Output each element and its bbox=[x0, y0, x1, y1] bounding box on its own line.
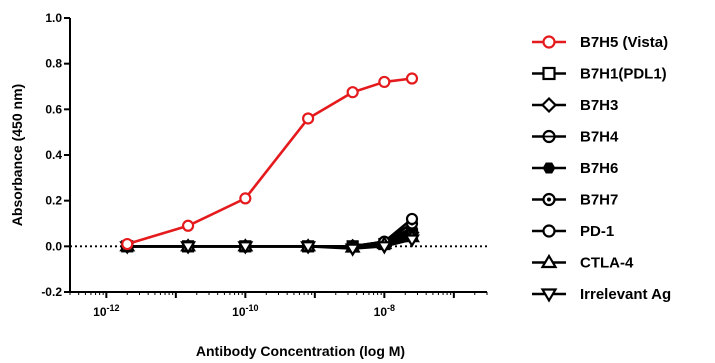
legend-label: B7H1(PDL1) bbox=[580, 66, 667, 83]
y-tick-label: -0.2 bbox=[41, 285, 62, 299]
y-tick-label: 0.2 bbox=[45, 194, 62, 208]
y-axis-label: Absorbance (450 nm) bbox=[9, 84, 25, 226]
y-tick-label: 0.0 bbox=[45, 239, 62, 253]
series bbox=[119, 72, 420, 257]
data-point bbox=[405, 72, 419, 85]
data-point bbox=[237, 241, 254, 255]
series-2 bbox=[119, 225, 420, 254]
legend-label: B7H3 bbox=[580, 97, 618, 114]
legend-label: Irrelevant Ag bbox=[580, 286, 671, 303]
data-point bbox=[405, 212, 419, 226]
data-point bbox=[180, 241, 197, 255]
data-point bbox=[378, 75, 391, 89]
x-ticks: 10-12 10-10 10-8 bbox=[69, 292, 488, 319]
legend-marker bbox=[542, 224, 556, 238]
data-point bbox=[404, 234, 420, 248]
data-point bbox=[344, 243, 361, 257]
legend-label: B7H7 bbox=[580, 192, 618, 209]
data-point bbox=[239, 192, 252, 205]
legend-item: PD-1 bbox=[532, 223, 614, 240]
series-7 bbox=[119, 229, 420, 253]
y-tick-label: 0.8 bbox=[45, 57, 62, 71]
series-line bbox=[126, 77, 413, 246]
legend-label: B7H6 bbox=[580, 160, 618, 177]
legend-label: PD-1 bbox=[580, 223, 614, 240]
data-point bbox=[376, 241, 393, 255]
y-ticks: -0.2 0.0 0.2 0.4 0.6 0.8 1.0 bbox=[41, 11, 70, 299]
x-tick-label: 10-10 bbox=[232, 303, 258, 319]
legend-label: B7H5 (Vista) bbox=[580, 34, 668, 51]
data-point bbox=[346, 86, 359, 99]
data-point bbox=[302, 112, 315, 125]
legend-item: B7H4 bbox=[532, 129, 619, 146]
legend-marker bbox=[542, 162, 556, 174]
data-point bbox=[181, 219, 195, 232]
legend-marker bbox=[540, 253, 558, 269]
legend-label: B7H4 bbox=[580, 129, 619, 146]
x-tick-label: 10-12 bbox=[93, 303, 119, 319]
data-point bbox=[300, 241, 317, 255]
legend-item: B7H6 bbox=[532, 160, 618, 177]
y-tick-label: 0.4 bbox=[45, 148, 62, 162]
legend: B7H5 (Vista) B7H1(PDL1) B7H3 B7H4 B7H6 B7H7 PD… bbox=[532, 34, 671, 303]
x-axis-label: Antibody Concentration (log M) bbox=[196, 343, 405, 359]
legend-marker-dot bbox=[547, 197, 551, 202]
series-line bbox=[127, 217, 413, 248]
legend-item: B7H1(PDL1) bbox=[532, 66, 667, 83]
legend-marker bbox=[542, 35, 556, 49]
x-tick-label: 10-8 bbox=[374, 303, 395, 319]
y-tick-label: 0.6 bbox=[45, 102, 62, 116]
legend-marker bbox=[540, 96, 558, 114]
data-point bbox=[121, 237, 134, 251]
legend-item: B7H5 (Vista) bbox=[532, 34, 668, 51]
legend-item: B7H3 bbox=[532, 96, 618, 114]
legend-label: CTLA-4 bbox=[580, 255, 634, 272]
legend-item: CTLA-4 bbox=[532, 253, 634, 272]
legend-item: Irrelevant Ag bbox=[532, 286, 671, 303]
legend-item: B7H7 bbox=[532, 192, 618, 209]
y-tick-label: 1.0 bbox=[45, 11, 62, 25]
legend-marker bbox=[542, 66, 556, 81]
series-0 bbox=[121, 72, 419, 251]
legend-marker bbox=[540, 288, 558, 303]
